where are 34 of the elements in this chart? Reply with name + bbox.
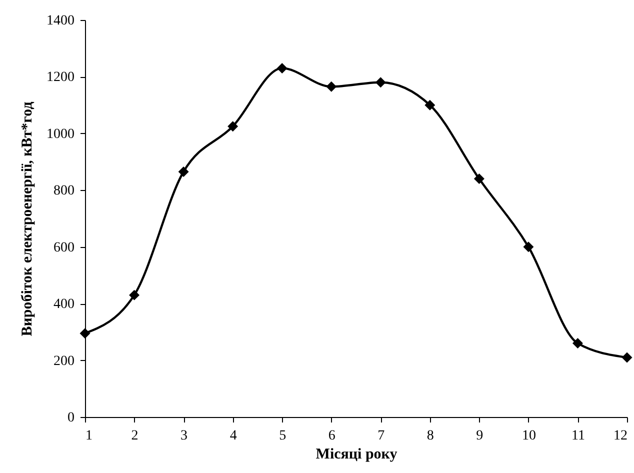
x-tick-label: 10 [522, 428, 536, 444]
x-tick-label: 8 [426, 428, 434, 444]
point [276, 62, 288, 74]
point [80, 328, 90, 339]
y-tick-label: 1400 [46, 14, 74, 28]
x-tick-label: 1 [86, 428, 92, 444]
x-tick-label: 2 [131, 428, 138, 444]
point [474, 174, 484, 184]
y-axis-title: Виробіток електроенергії, кВт*год [20, 101, 36, 336]
y-tick-label: 1200 [46, 70, 74, 86]
point [228, 121, 238, 132]
point [129, 290, 140, 300]
y-tick-label: 800 [54, 184, 74, 199]
y-tick-label: 400 [54, 297, 74, 312]
x-tick-label: 5 [279, 428, 286, 444]
y-tick-label: 200 [54, 354, 74, 369]
point [424, 100, 436, 110]
y-tick-label: 1000 [46, 126, 74, 142]
x-axis-title: Місяці року [316, 446, 398, 462]
point [622, 352, 632, 363]
x-tick-label: 7 [378, 428, 385, 444]
x-tick-label: 12 [614, 428, 628, 444]
x-tick-label: 11 [571, 428, 585, 444]
x-tick-label: 3 [180, 428, 188, 444]
point [326, 81, 337, 92]
y-tick-label: 600 [54, 240, 74, 256]
x-tick-label: 9 [476, 428, 484, 444]
point [375, 77, 386, 88]
x-tick-label: 4 [230, 428, 237, 444]
x-tick-label: 6 [328, 428, 336, 444]
point [178, 166, 189, 177]
point [572, 338, 583, 349]
y-tick-label: 0 [68, 410, 74, 426]
point [523, 242, 534, 252]
